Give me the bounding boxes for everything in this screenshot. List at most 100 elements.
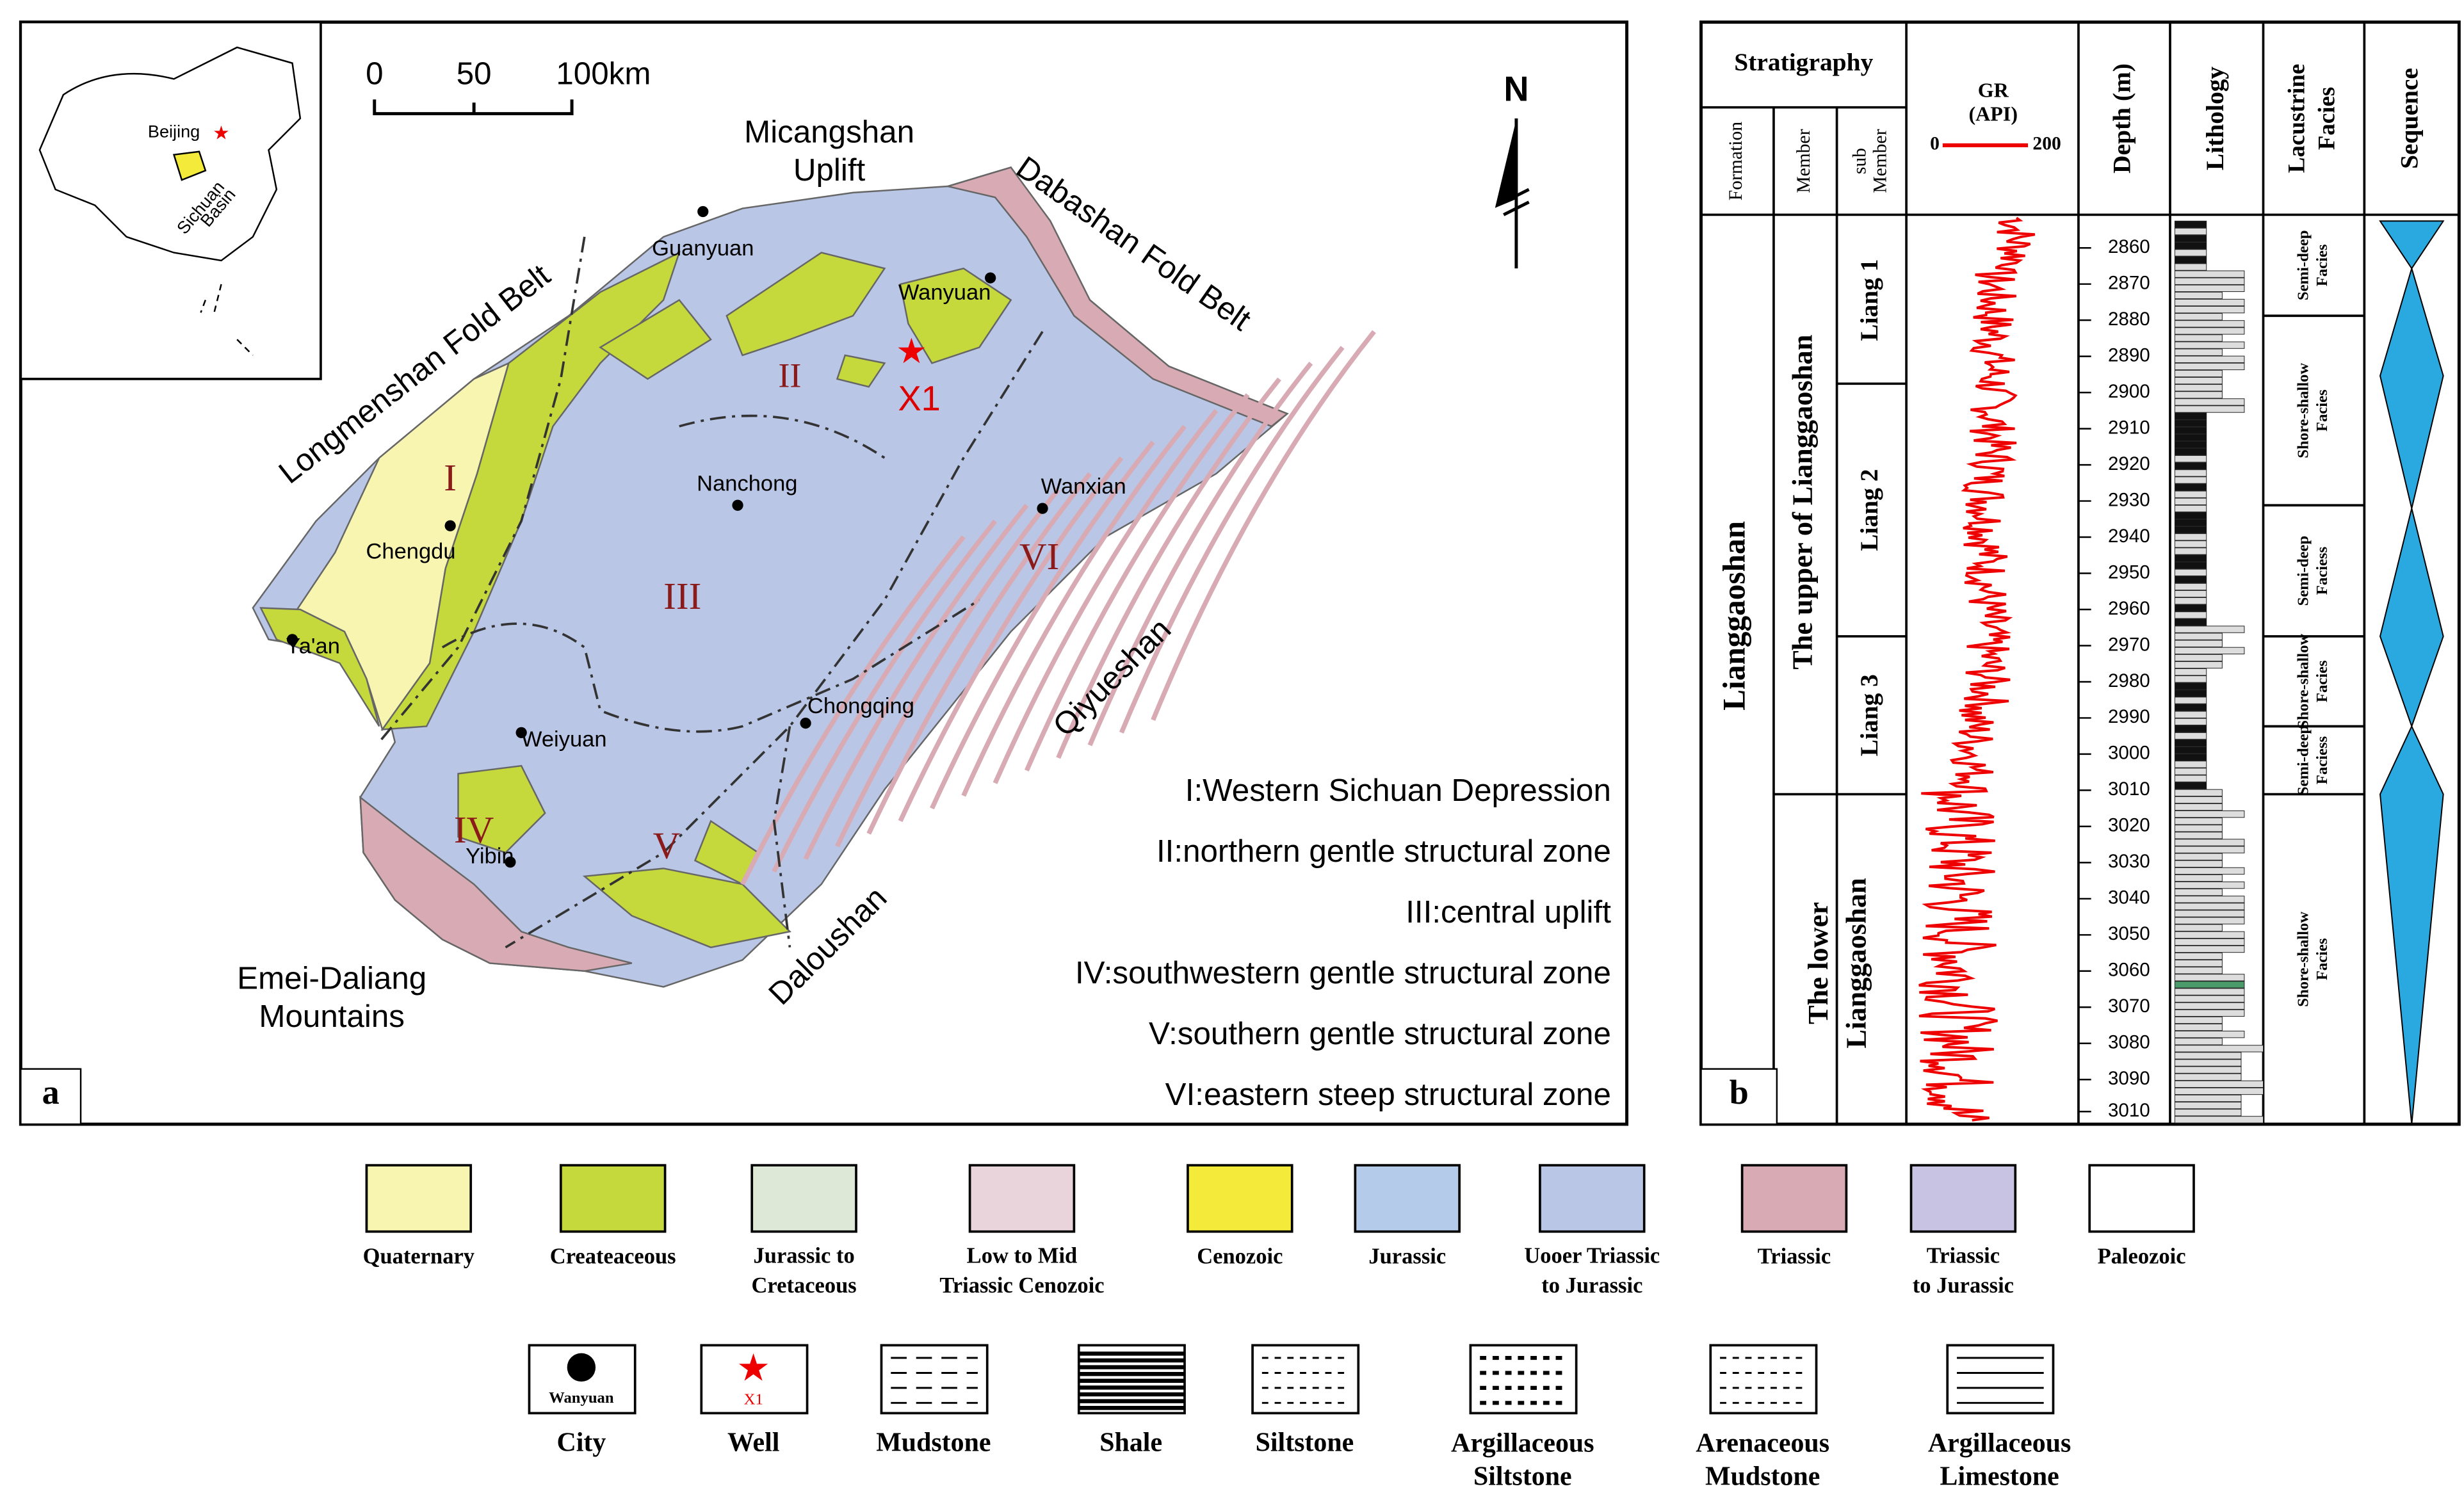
city-dot: [444, 520, 456, 531]
lithology-bed: [2174, 476, 2207, 484]
place-label: II: [778, 356, 801, 394]
member: Lianggaoshan: [1840, 878, 1872, 1048]
city-dot: [800, 717, 811, 729]
lithology-bed: [2174, 348, 2223, 356]
lithology-bed: [2174, 960, 2223, 967]
lithology-bed: [2174, 497, 2207, 505]
lithology-bed: [2174, 355, 2245, 364]
header: 200: [2032, 134, 2061, 154]
header: Member: [1794, 129, 1814, 193]
lithology-bed: [2174, 981, 2245, 988]
lithology-bed: [2174, 1038, 2223, 1045]
legend-label: Low to Mid: [967, 1243, 1078, 1268]
lithology-bed: [2174, 711, 2207, 718]
inset-frame: [19, 20, 322, 380]
lithology-bed: [2174, 419, 2207, 427]
legend-label: Triassic Cenozoic: [939, 1273, 1104, 1298]
legend-swatch: [1354, 1164, 1461, 1233]
legend-icon: [880, 1344, 989, 1415]
lithology-bed: [2174, 291, 2223, 300]
lithology-bed: [2174, 554, 2207, 562]
lithology-bed: [2174, 263, 2207, 271]
city-dot: [732, 499, 743, 511]
lithology-bed: [2174, 270, 2245, 278]
zone-label: V:southern gentle structural zone: [1149, 1016, 1611, 1051]
lithology-bed: [2174, 1002, 2245, 1010]
icon-text: X1: [744, 1391, 763, 1408]
lithology-bed: [2174, 633, 2223, 640]
lithology-bed: [2174, 874, 2223, 882]
panel-label: b: [1730, 1073, 1749, 1111]
header: Facies: [2314, 87, 2340, 150]
star-inset: ★: [213, 122, 230, 143]
lithology-bed: [2174, 334, 2223, 342]
lithology-bed: [2174, 1059, 2242, 1067]
lithology-bed: [2174, 561, 2207, 569]
lithology-bed: [2174, 547, 2207, 555]
cretaceous-outcrop: [599, 298, 712, 380]
lithology-bed: [2174, 889, 2223, 896]
formation: Lianggaoshan: [1717, 521, 1752, 711]
lithology-bed: [2174, 1045, 2264, 1052]
lithology-bed: [2174, 697, 2207, 704]
fold-ridge: [866, 472, 1092, 835]
city-dot: [1037, 503, 1048, 514]
header: GR: [1978, 79, 2009, 102]
zone-label: II:northern gentle structural zone: [1156, 834, 1611, 869]
depth-label: 2910: [2108, 417, 2150, 438]
zone-boundary: [505, 330, 1044, 949]
sequence-triangles: [2379, 220, 2445, 1125]
lithology-bed: [2174, 440, 2207, 449]
lithology-bed: [2174, 938, 2245, 946]
lithology-bed: [2174, 988, 2245, 996]
member: The upper of Lianggaoshan: [1786, 335, 1818, 670]
lithology-bed: [2174, 818, 2223, 825]
lithology-bed: [2174, 647, 2245, 655]
header: Stratigraphy: [1734, 48, 1873, 76]
header: Lithology: [2201, 67, 2229, 170]
lithology-bed: [2174, 369, 2223, 378]
lithology-bed: [2174, 952, 2223, 960]
facies-label: Semi-deep: [2294, 230, 2312, 301]
depth-label: 3000: [2108, 743, 2150, 764]
facies-label: Shore-shallow: [2294, 634, 2312, 729]
place-label: Micangshan: [744, 115, 914, 150]
legend-label: Jurassic to: [754, 1243, 855, 1268]
fold-ridge: [772, 519, 997, 873]
lithology-bed: [2174, 974, 2245, 981]
lithology-bed: [2174, 746, 2207, 754]
scale-bar: [373, 99, 574, 116]
lithology-bed: [2174, 924, 2223, 931]
facies-label: Shore-shallow: [2294, 363, 2312, 458]
legend-label: Quaternary: [363, 1245, 474, 1269]
sub-member: Liang 2: [1855, 469, 1883, 551]
lithology-bed: [2174, 526, 2207, 534]
lithology-bed: [2174, 903, 2245, 910]
lithology-bed: [2174, 341, 2245, 349]
lithology-bed: [2174, 896, 2245, 903]
gr-curve: [1918, 216, 2036, 1122]
lithology-bed: [2174, 405, 2245, 413]
lithology-bed: [2174, 853, 2223, 860]
place-label: Mountains: [259, 999, 405, 1034]
cretaceous-outcrop: [457, 764, 546, 854]
zone-boundary: [679, 414, 886, 459]
lithology-bed: [2174, 504, 2207, 513]
lithology-bed: [2174, 1087, 2264, 1095]
depth-label: 2900: [2108, 381, 2150, 402]
legend-label: Jurassic: [1368, 1245, 1446, 1269]
lithology-bed: [2174, 1031, 2245, 1038]
facies-label: Faciess: [2314, 736, 2331, 784]
lithology-bed: [2174, 789, 2223, 797]
legend-label: Triassic: [1927, 1243, 2000, 1268]
lithology-bed: [2174, 775, 2207, 782]
pattern-stripe: [1078, 1385, 1185, 1390]
depth-label: 2880: [2108, 309, 2150, 330]
lithology-bed: [2174, 825, 2223, 832]
depth-label: 2870: [2108, 273, 2150, 294]
lithology-bed: [2174, 569, 2207, 576]
lithology-bed: [2174, 1109, 2242, 1117]
lithology-bed: [2174, 732, 2207, 740]
place-label: Chongqing: [807, 694, 914, 718]
